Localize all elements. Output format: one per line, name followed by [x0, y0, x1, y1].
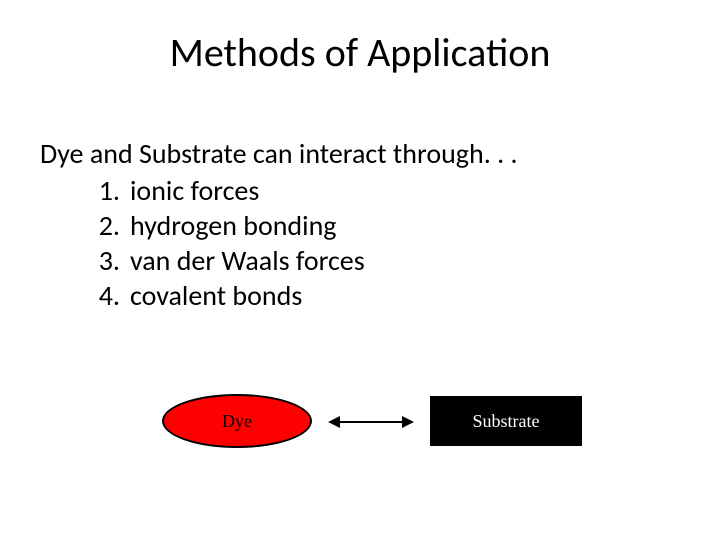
list-item: 2. hydrogen bonding: [40, 208, 680, 243]
list-number: 4.: [40, 278, 130, 313]
list-number: 2.: [40, 208, 130, 243]
list-text: hydrogen bonding: [130, 208, 336, 243]
intro-text: Dye and Substrate can interact through. …: [40, 136, 680, 171]
slide-body: Dye and Substrate can interact through. …: [40, 136, 680, 313]
substrate-label: Substrate: [473, 411, 540, 432]
double-arrow-icon: [328, 413, 414, 431]
substrate-node: Substrate: [430, 396, 582, 446]
list-text: van der Waals forces: [130, 243, 365, 278]
interaction-list: 1. ionic forces 2. hydrogen bonding 3. v…: [40, 173, 680, 313]
slide: Methods of Application Dye and Substrate…: [0, 0, 720, 540]
list-text: covalent bonds: [130, 278, 302, 313]
diagram: Dye Substrate: [162, 388, 562, 458]
list-text: ionic forces: [130, 173, 259, 208]
list-number: 1.: [40, 173, 130, 208]
dye-label: Dye: [222, 411, 252, 432]
slide-title: Methods of Application: [0, 28, 720, 77]
list-item: 3. van der Waals forces: [40, 243, 680, 278]
list-item: 4. covalent bonds: [40, 278, 680, 313]
dye-node: Dye: [162, 394, 312, 448]
list-number: 3.: [40, 243, 130, 278]
list-item: 1. ionic forces: [40, 173, 680, 208]
